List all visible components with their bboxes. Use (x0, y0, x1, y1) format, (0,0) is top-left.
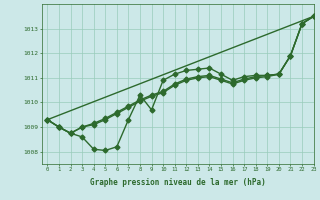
X-axis label: Graphe pression niveau de la mer (hPa): Graphe pression niveau de la mer (hPa) (90, 178, 266, 187)
